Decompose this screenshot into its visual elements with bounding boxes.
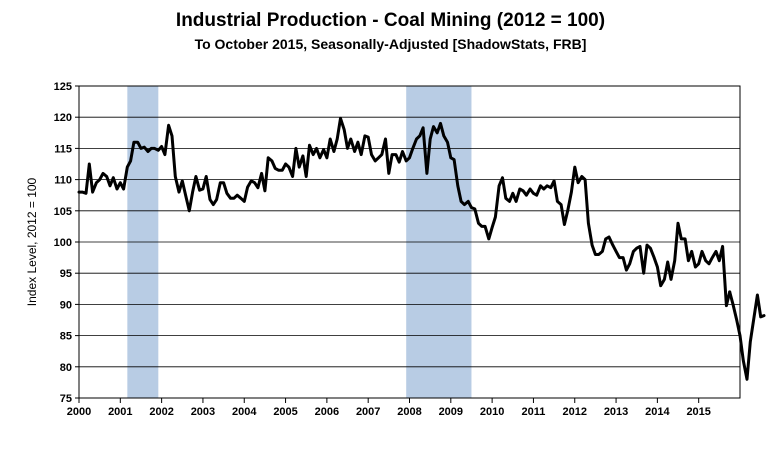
x-tick-label: 2005 bbox=[273, 406, 297, 418]
x-tick-label: 2011 bbox=[522, 406, 546, 418]
y-tick-label: 100 bbox=[54, 237, 72, 249]
x-tick-label: 2007 bbox=[356, 406, 380, 418]
axis-ticks: 75 80 85 90 95 100 105 110 115 120 125 2000 2001 2002… bbox=[54, 81, 711, 418]
x-tick-label: 2008 bbox=[397, 406, 421, 418]
series-line-2 bbox=[728, 290, 766, 381]
chart-title: Industrial Production - Coal Mining (201… bbox=[175, 10, 606, 31]
gridlines bbox=[79, 116, 740, 368]
x-tick-label: 2013 bbox=[604, 406, 628, 418]
x-tick-label: 2002 bbox=[149, 406, 173, 418]
x-tick-label: 2012 bbox=[563, 406, 587, 418]
y-tick-label: 90 bbox=[60, 299, 72, 311]
x-tick-label: 2010 bbox=[480, 406, 504, 418]
y-tick-label: 85 bbox=[60, 331, 72, 343]
y-tick-label: 95 bbox=[60, 268, 72, 280]
series-line-1 bbox=[77, 116, 732, 308]
chart-subtitle: To October 2015, Seasonally-Adjusted [Sh… bbox=[194, 36, 587, 52]
y-tick-label: 75 bbox=[60, 393, 72, 405]
y-tick-label: 110 bbox=[54, 175, 72, 187]
data-lines bbox=[77, 116, 766, 381]
y-tick-label: 125 bbox=[54, 81, 72, 93]
x-tick-label: 2001 bbox=[108, 406, 132, 418]
x-tick-label: 2003 bbox=[191, 406, 215, 418]
y-tick-label: 105 bbox=[54, 206, 72, 218]
x-tick-label: 2004 bbox=[232, 406, 257, 418]
y-axis-label: Index Level, 2012 = 100 bbox=[25, 177, 39, 306]
x-tick-label: 2009 bbox=[439, 406, 463, 418]
x-tick-label: 2006 bbox=[315, 406, 339, 418]
x-tick-label: 2015 bbox=[686, 406, 710, 418]
x-tick-label: 2014 bbox=[645, 406, 670, 418]
y-tick-label: 120 bbox=[54, 112, 72, 124]
y-tick-label: 80 bbox=[60, 362, 72, 374]
x-tick-label: 2000 bbox=[67, 406, 91, 418]
y-tick-label: 115 bbox=[54, 143, 72, 155]
